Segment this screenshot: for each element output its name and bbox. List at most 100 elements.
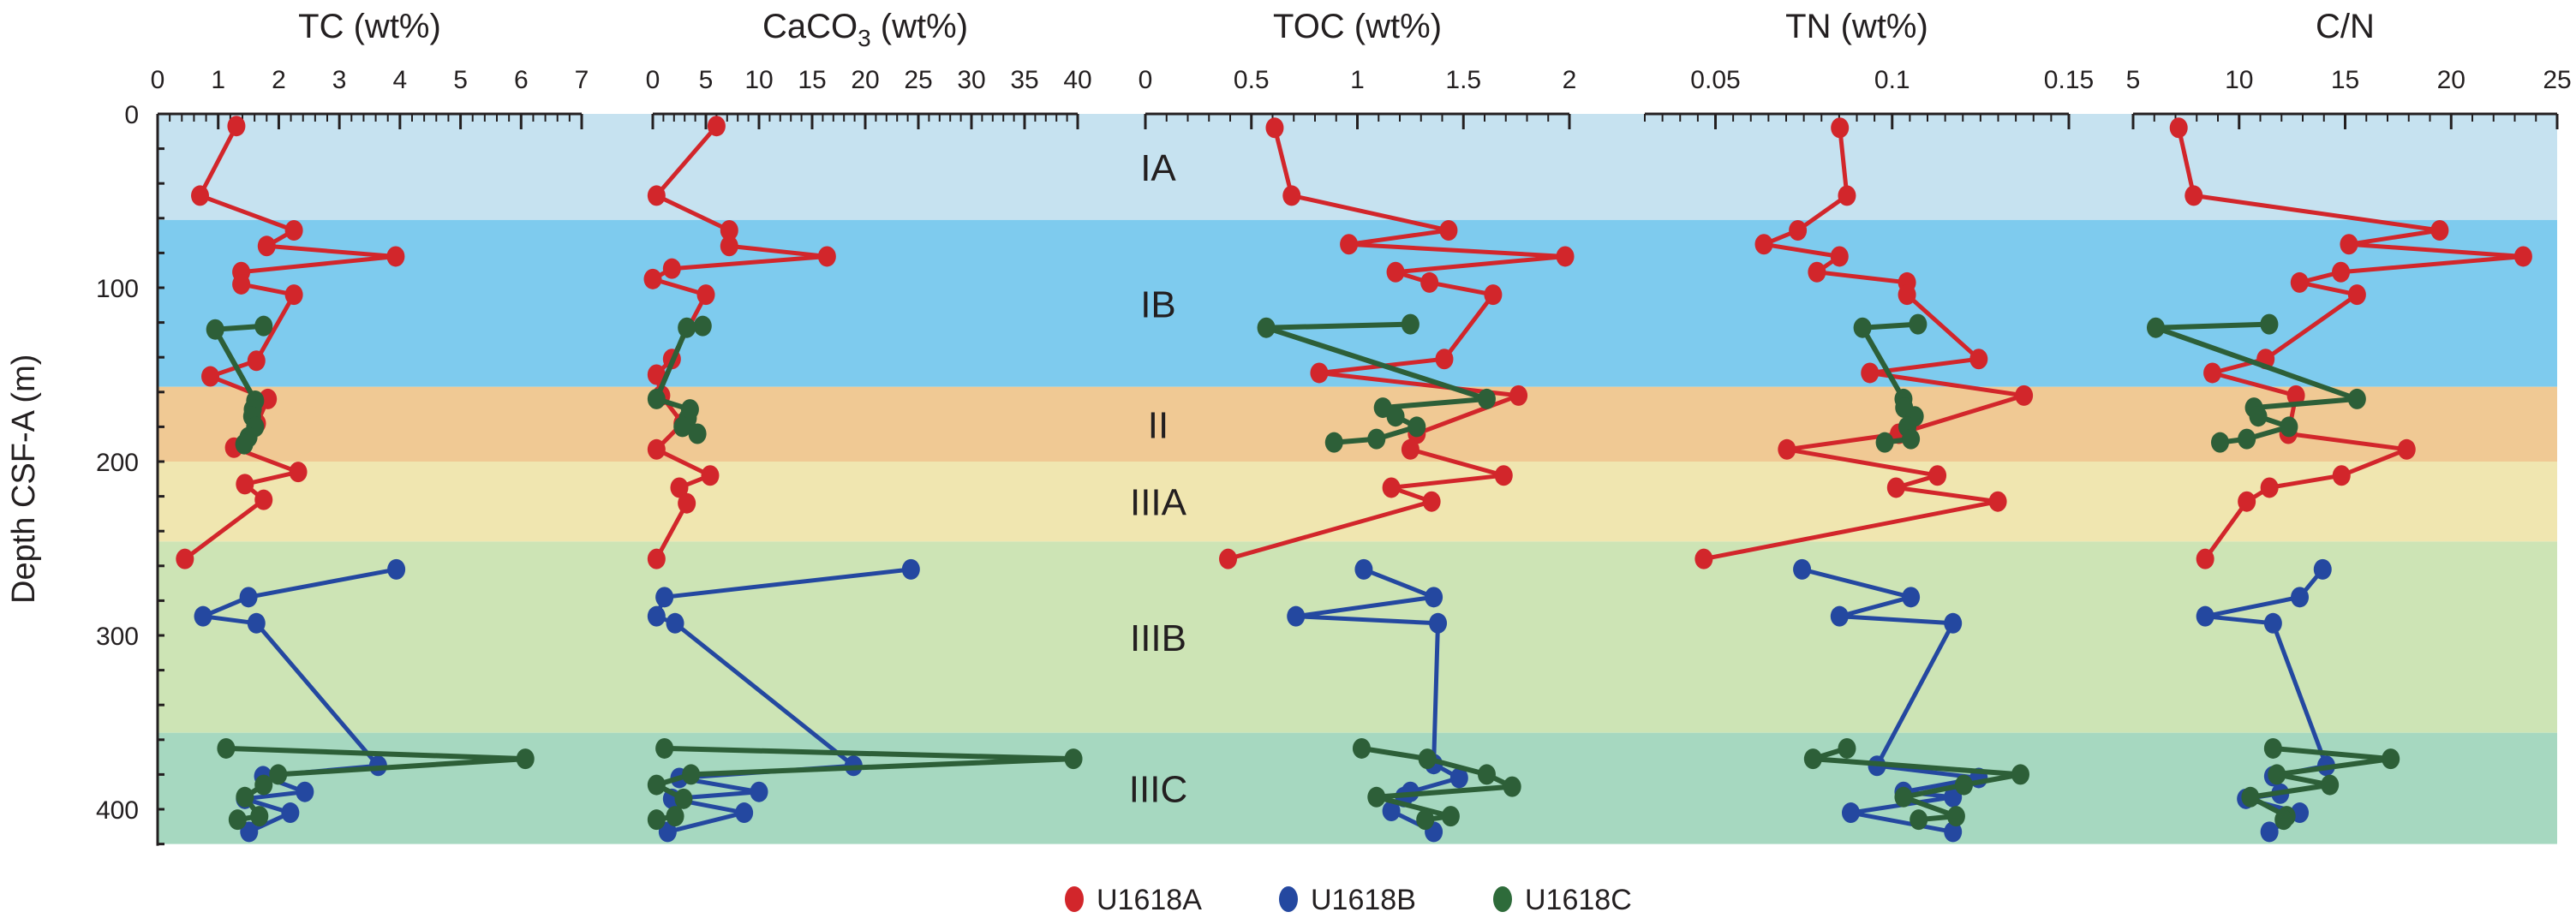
data-point [1954, 774, 1973, 796]
depth-tick-label: 200 [96, 449, 139, 477]
x-tick-label: 25 [904, 66, 932, 94]
legend-label-u1618c: U1618C [1525, 884, 1632, 916]
data-point [696, 284, 715, 306]
x-tick-label: 10 [2225, 66, 2253, 94]
data-point [901, 558, 920, 580]
data-point [2290, 271, 2309, 293]
data-point [201, 366, 220, 387]
data-point [2249, 406, 2268, 427]
data-point [647, 809, 666, 831]
data-point [386, 246, 405, 267]
data-point [247, 350, 266, 372]
data-point [284, 220, 303, 241]
data-point [2347, 284, 2366, 306]
data-point [643, 268, 662, 289]
unit-label-iiia: IIIA [1130, 482, 1187, 524]
x-tick-label: 15 [2331, 66, 2359, 94]
data-point [1219, 548, 1238, 569]
depth-axis-title: Depth CSF-A (m) [6, 355, 42, 604]
data-point [1449, 767, 1468, 789]
x-tick-label: 0 [646, 66, 660, 94]
unit-label-iiic: IIIC [1129, 769, 1187, 811]
x-tick-label: 15 [798, 66, 826, 94]
data-point [1386, 406, 1405, 427]
legend-marker-u1618a [1065, 886, 1084, 912]
data-point [1287, 605, 1306, 627]
x-tick-label: 6 [514, 66, 529, 94]
x-tick-label: 7 [575, 66, 589, 94]
data-point [2332, 261, 2351, 283]
data-point [1477, 388, 1496, 409]
data-point [206, 319, 224, 340]
data-point [1894, 786, 1913, 808]
depth-tick-label: 100 [96, 275, 139, 303]
data-point [1694, 548, 1713, 569]
data-point [1352, 737, 1371, 759]
data-point [1408, 416, 1426, 438]
x-tick-label: 10 [744, 66, 773, 94]
data-point [1803, 748, 1822, 770]
unit-label-iiib: IIIB [1130, 617, 1186, 659]
data-point [2015, 385, 2034, 406]
x-tick-label: 4 [393, 66, 408, 94]
data-point [1265, 117, 1284, 139]
data-point [750, 781, 768, 802]
data-point [1367, 428, 1386, 450]
data-point [2280, 416, 2298, 438]
series-u1618a-tc [176, 116, 405, 569]
data-point [2382, 748, 2400, 770]
data-point [647, 774, 666, 796]
series-u1618a-tn [1694, 117, 2034, 569]
data-point [1793, 558, 1812, 580]
data-point [662, 258, 681, 279]
data-point [817, 246, 836, 267]
data-point [1808, 261, 1826, 283]
x-tick-label: 5 [453, 66, 468, 94]
x-tick-label: 0.05 [1690, 66, 1740, 94]
data-point [1944, 821, 1963, 843]
legend-label-u1618a: U1618A [1097, 884, 1202, 916]
data-point [670, 477, 689, 498]
data-point [1064, 748, 1083, 770]
data-point [247, 612, 266, 634]
data-point [2196, 548, 2214, 569]
data-point [1838, 185, 1856, 206]
x-tick-label: 3 [332, 66, 347, 94]
data-point [2210, 432, 2229, 453]
data-point [701, 465, 720, 486]
data-point [2260, 313, 2279, 335]
data-point [257, 235, 276, 257]
series-u1618a-cn [2169, 117, 2532, 569]
data-point [2313, 558, 2332, 580]
data-point [2238, 428, 2256, 450]
x-tick-label: 1.5 [1445, 66, 1481, 94]
legend-marker-u1618b [1279, 886, 1298, 912]
data-point [678, 317, 696, 338]
data-point [236, 474, 254, 495]
data-point [1988, 491, 2007, 512]
data-point [666, 612, 684, 634]
data-point [2340, 234, 2358, 255]
unit-label-ii: II [1148, 404, 1168, 446]
unit-band-ia [158, 114, 2557, 220]
data-point [217, 737, 236, 759]
data-point [2196, 605, 2214, 627]
data-point [1367, 786, 1386, 808]
data-point [666, 806, 684, 827]
series-u1618c-toc [1257, 313, 1521, 831]
data-point [176, 548, 194, 569]
data-point [1386, 261, 1405, 283]
data-point [655, 587, 674, 608]
data-point [2260, 477, 2279, 498]
data-point [1416, 809, 1435, 831]
data-point [281, 802, 300, 824]
data-point [2430, 220, 2449, 241]
panel-cn: C/N 5 10 15 20 25 [2126, 8, 2572, 843]
data-point [2011, 764, 2029, 785]
data-point [1509, 385, 1528, 406]
depth-axis: 0 100 200 300 400 Depth CSF-A (m) [6, 101, 164, 846]
data-point [232, 273, 251, 295]
data-point [1902, 428, 1921, 450]
data-point [1429, 612, 1448, 634]
data-point [284, 284, 303, 306]
